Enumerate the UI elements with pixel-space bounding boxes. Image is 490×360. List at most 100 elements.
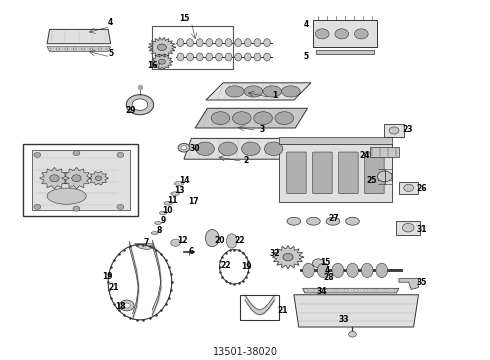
Ellipse shape: [225, 53, 232, 61]
Text: 1: 1: [271, 91, 277, 100]
Polygon shape: [294, 295, 418, 327]
Text: 32: 32: [269, 249, 280, 258]
Polygon shape: [62, 167, 91, 189]
Ellipse shape: [275, 112, 294, 125]
Bar: [384, 125, 404, 137]
Ellipse shape: [196, 53, 203, 61]
Text: 27: 27: [329, 214, 339, 223]
Polygon shape: [89, 171, 108, 185]
Ellipse shape: [303, 263, 315, 278]
Ellipse shape: [242, 142, 260, 156]
Text: 10: 10: [163, 206, 173, 215]
Text: 9: 9: [160, 216, 166, 225]
Circle shape: [374, 289, 377, 292]
Circle shape: [117, 204, 124, 210]
Polygon shape: [303, 288, 399, 293]
Polygon shape: [399, 279, 418, 289]
Text: 20: 20: [214, 237, 225, 246]
Circle shape: [123, 303, 130, 308]
Circle shape: [50, 175, 59, 182]
Bar: [23, 144, 138, 216]
Ellipse shape: [177, 39, 184, 46]
Bar: [240, 295, 279, 320]
Polygon shape: [279, 137, 392, 144]
Text: 5: 5: [108, 49, 113, 58]
Text: 6: 6: [189, 247, 194, 256]
FancyBboxPatch shape: [313, 152, 332, 194]
Circle shape: [34, 204, 41, 210]
Circle shape: [404, 184, 414, 192]
Text: 2: 2: [244, 156, 248, 165]
Ellipse shape: [216, 39, 222, 46]
Text: 7: 7: [144, 238, 149, 247]
Ellipse shape: [187, 39, 194, 46]
Ellipse shape: [282, 86, 300, 97]
Ellipse shape: [196, 39, 203, 46]
Circle shape: [72, 175, 81, 182]
Text: 22: 22: [220, 261, 231, 270]
Circle shape: [158, 59, 166, 64]
Ellipse shape: [159, 211, 167, 215]
Ellipse shape: [151, 231, 158, 234]
Text: 4: 4: [324, 266, 330, 275]
Circle shape: [305, 289, 308, 292]
Text: 31: 31: [416, 225, 427, 234]
Polygon shape: [272, 246, 304, 269]
Bar: [316, 50, 374, 54]
Text: 11: 11: [168, 196, 178, 205]
Text: 19: 19: [241, 262, 251, 271]
Ellipse shape: [254, 112, 272, 125]
Circle shape: [377, 171, 392, 182]
Circle shape: [82, 48, 85, 50]
Bar: [396, 221, 420, 234]
Text: 4: 4: [303, 19, 309, 28]
Polygon shape: [40, 167, 69, 189]
Ellipse shape: [265, 142, 283, 156]
Text: 19: 19: [102, 272, 113, 281]
Ellipse shape: [164, 202, 172, 205]
Polygon shape: [135, 243, 155, 250]
Ellipse shape: [254, 39, 261, 46]
Ellipse shape: [206, 39, 213, 46]
Ellipse shape: [205, 229, 219, 247]
Ellipse shape: [332, 263, 343, 278]
Text: 28: 28: [324, 273, 334, 282]
Circle shape: [335, 29, 348, 39]
Text: 23: 23: [402, 125, 413, 134]
Ellipse shape: [47, 188, 86, 204]
Ellipse shape: [318, 263, 329, 278]
Text: 30: 30: [190, 144, 200, 153]
Ellipse shape: [263, 86, 281, 97]
Circle shape: [313, 259, 324, 267]
Ellipse shape: [264, 39, 270, 46]
Text: 21: 21: [278, 306, 288, 315]
Ellipse shape: [346, 263, 358, 278]
Text: 13501-38020: 13501-38020: [213, 347, 277, 357]
Text: 17: 17: [188, 197, 199, 206]
Circle shape: [158, 44, 166, 50]
Circle shape: [364, 289, 367, 292]
Ellipse shape: [235, 39, 242, 46]
Ellipse shape: [264, 53, 270, 61]
Circle shape: [384, 289, 387, 292]
Circle shape: [126, 95, 154, 115]
Ellipse shape: [187, 53, 194, 61]
Ellipse shape: [235, 53, 242, 61]
Circle shape: [348, 331, 356, 337]
Ellipse shape: [245, 53, 251, 61]
Circle shape: [95, 176, 101, 180]
Text: 15: 15: [179, 14, 189, 23]
Ellipse shape: [361, 263, 373, 278]
Ellipse shape: [287, 217, 301, 225]
FancyBboxPatch shape: [365, 152, 384, 194]
Circle shape: [316, 29, 329, 39]
Circle shape: [394, 289, 397, 292]
Circle shape: [178, 143, 190, 152]
Ellipse shape: [254, 53, 261, 61]
Ellipse shape: [232, 112, 251, 125]
Polygon shape: [151, 54, 172, 69]
Ellipse shape: [177, 53, 184, 61]
Polygon shape: [47, 30, 111, 44]
Circle shape: [73, 206, 80, 211]
Circle shape: [65, 48, 68, 50]
